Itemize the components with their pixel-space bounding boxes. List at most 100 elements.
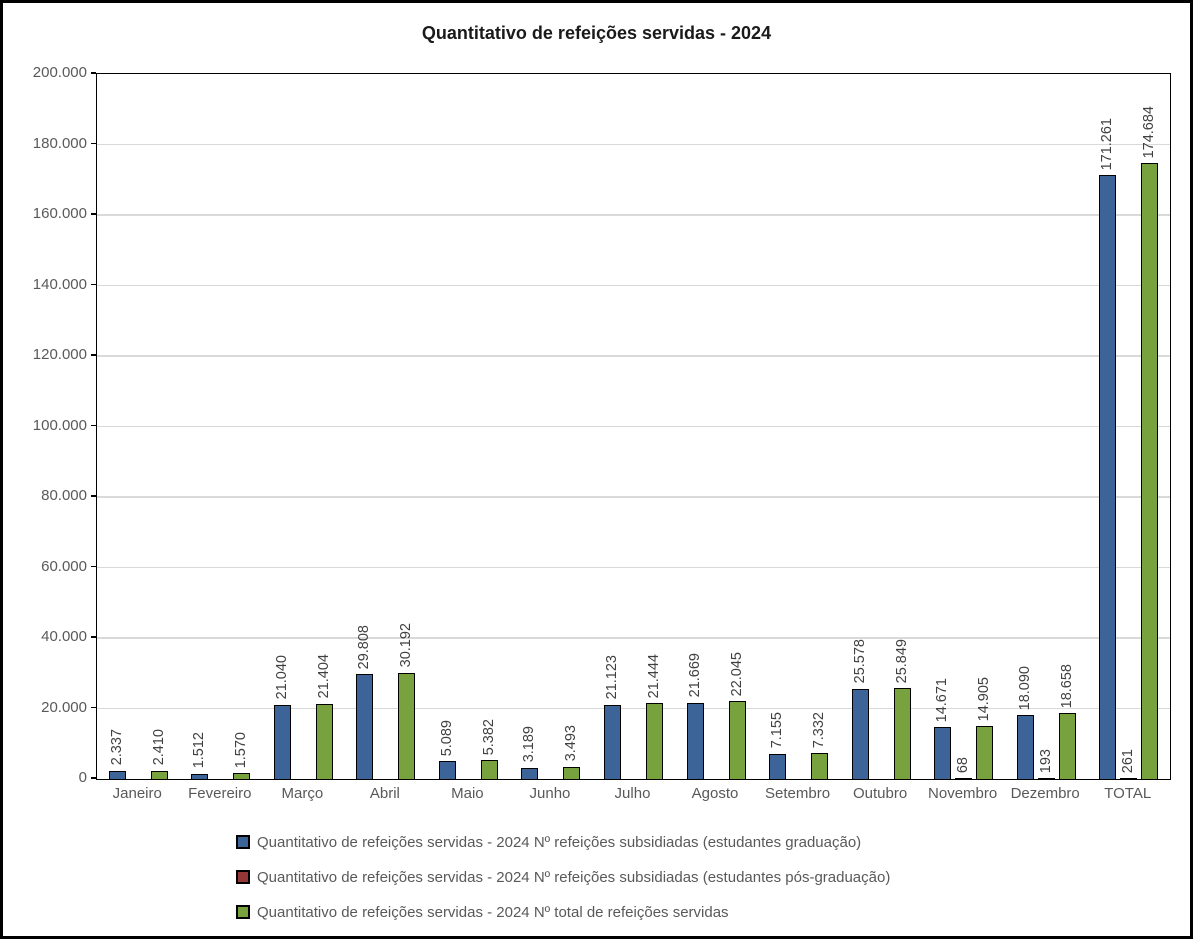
gridline	[97, 707, 1170, 710]
bar-value-label: 193	[1037, 748, 1054, 773]
y-axis-tick-mark	[91, 424, 96, 427]
bar-value-label: 68	[955, 756, 972, 773]
y-axis-tick-mark	[91, 142, 96, 145]
bar	[1141, 163, 1159, 779]
bar	[1016, 715, 1034, 779]
bar	[851, 688, 869, 779]
legend-label-total: Quantitativo de refeições servidas - 202…	[257, 903, 729, 921]
bar	[976, 726, 994, 779]
bar-value-label: 2.337	[108, 729, 125, 766]
bar-value-label: 171.261	[1099, 117, 1116, 171]
bar	[108, 770, 126, 779]
y-axis-tick-label: 0	[78, 769, 87, 786]
y-axis-tick-label: 120.000	[32, 346, 87, 363]
legend-marker-graduacao	[236, 835, 250, 849]
bar-value-label: 5.089	[438, 719, 455, 757]
bar	[646, 703, 663, 779]
y-axis-tick-mark	[91, 72, 96, 74]
y-axis-tick-label: 20.000	[41, 698, 87, 716]
x-axis-label: Novembro	[928, 785, 998, 802]
bar-value-label: 18.090	[1016, 665, 1033, 711]
legend-label-graduacao: Quantitativo de refeições servidas - 202…	[257, 833, 862, 851]
bar-value-label: 21.040	[273, 655, 290, 700]
chart-title: Quantitativo de refeições servidas - 202…	[421, 23, 772, 43]
bar	[955, 778, 973, 779]
x-axis-label: Setembro	[765, 785, 831, 802]
y-axis-tick-mark	[91, 495, 96, 497]
bar-value-label: 5.382	[480, 718, 497, 756]
bar-value-label: 18.658	[1058, 663, 1075, 709]
legend-label-pos-graduacao: Quantitativo de refeições servidas - 202…	[257, 868, 891, 886]
bar-value-label: 1.570	[233, 732, 250, 769]
y-axis-tick-mark	[91, 213, 96, 215]
gridline	[97, 637, 1170, 639]
y-axis-tick-mark	[91, 636, 96, 638]
x-axis-label: Fevereiro	[188, 785, 252, 802]
plot-area: 2.337 2.410 1.512 1.570 21.040 21.404 29.808 30…	[96, 73, 1171, 780]
bar	[728, 701, 746, 779]
x-axis-label: Dezembro	[1010, 785, 1080, 802]
y-axis-tick-label: 40.000	[41, 628, 87, 645]
bar-value-label: 261	[1120, 748, 1137, 773]
y-axis-tick-label: 60.000	[41, 557, 87, 575]
x-axis-label: Maio	[451, 785, 484, 802]
y-axis-tick-mark	[91, 354, 96, 356]
bar-value-label: 30.192	[398, 623, 415, 668]
bar-value-label: 29.808	[356, 624, 373, 669]
gridline	[97, 355, 1170, 357]
bar	[521, 767, 539, 779]
bar	[769, 753, 787, 779]
bar-value-label: 1.512	[191, 732, 208, 769]
bar	[233, 773, 251, 779]
bar	[273, 704, 291, 779]
bar-value-label: 7.155	[769, 712, 786, 749]
bar	[356, 673, 374, 779]
bar	[604, 704, 621, 779]
bar	[191, 773, 209, 779]
legend-item-total: Quantitativo de refeições servidas - 202…	[236, 901, 890, 923]
bar	[398, 672, 416, 779]
y-axis-tick-mark	[91, 283, 96, 286]
bar	[315, 703, 333, 779]
legend-marker-total	[236, 905, 250, 919]
bar-value-label: 25.578	[851, 639, 868, 684]
bar-value-label: 21.669	[686, 653, 703, 698]
gridline	[97, 496, 1170, 498]
bar	[1058, 713, 1076, 779]
bar-value-label: 3.189	[521, 726, 538, 763]
bar	[1037, 778, 1055, 779]
bar-value-label: 174.684	[1141, 105, 1158, 159]
bar-value-label: 25.849	[893, 638, 910, 683]
y-axis-tick-label: 140.000	[32, 275, 87, 293]
y-axis-tick-label: 160.000	[32, 205, 87, 222]
bar	[1099, 175, 1117, 779]
y-axis-tick-label: 200.000	[32, 64, 87, 81]
x-axis-label: Junho	[529, 785, 571, 802]
x-axis-label: Agosto	[691, 785, 739, 802]
bar-value-label: 2.410	[150, 729, 167, 766]
bar	[150, 770, 168, 779]
y-axis-tick-mark	[91, 706, 96, 709]
x-axis-label: Julho	[614, 785, 651, 802]
gridline	[97, 425, 1170, 428]
bar-value-label: 7.332	[811, 711, 828, 749]
x-axis-label: TOTAL	[1104, 785, 1152, 802]
x-axis-label: Abril	[369, 785, 400, 802]
y-axis-tick-mark	[91, 777, 96, 779]
legend-item-pos-graduacao: Quantitativo de refeições servidas - 202…	[236, 866, 890, 888]
bar-value-label: 21.404	[315, 654, 332, 699]
x-axis-label: Janeiro	[112, 785, 162, 802]
legend: Quantitativo de refeições servidas - 202…	[236, 831, 890, 936]
bar	[438, 761, 456, 779]
bar-value-label: 22.045	[728, 651, 745, 697]
y-axis-tick-label: 100.000	[32, 416, 87, 434]
legend-item-graduacao: Quantitativo de refeições servidas - 202…	[236, 831, 890, 853]
y-axis-tick-label: 180.000	[32, 134, 87, 152]
bar	[811, 753, 829, 779]
gridline	[97, 284, 1170, 287]
bar	[934, 727, 952, 779]
bar-value-label: 14.671	[934, 677, 951, 723]
y-axis-tick-label: 80.000	[41, 487, 87, 504]
bar-value-label: 3.493	[563, 725, 580, 762]
bar	[1120, 778, 1138, 779]
